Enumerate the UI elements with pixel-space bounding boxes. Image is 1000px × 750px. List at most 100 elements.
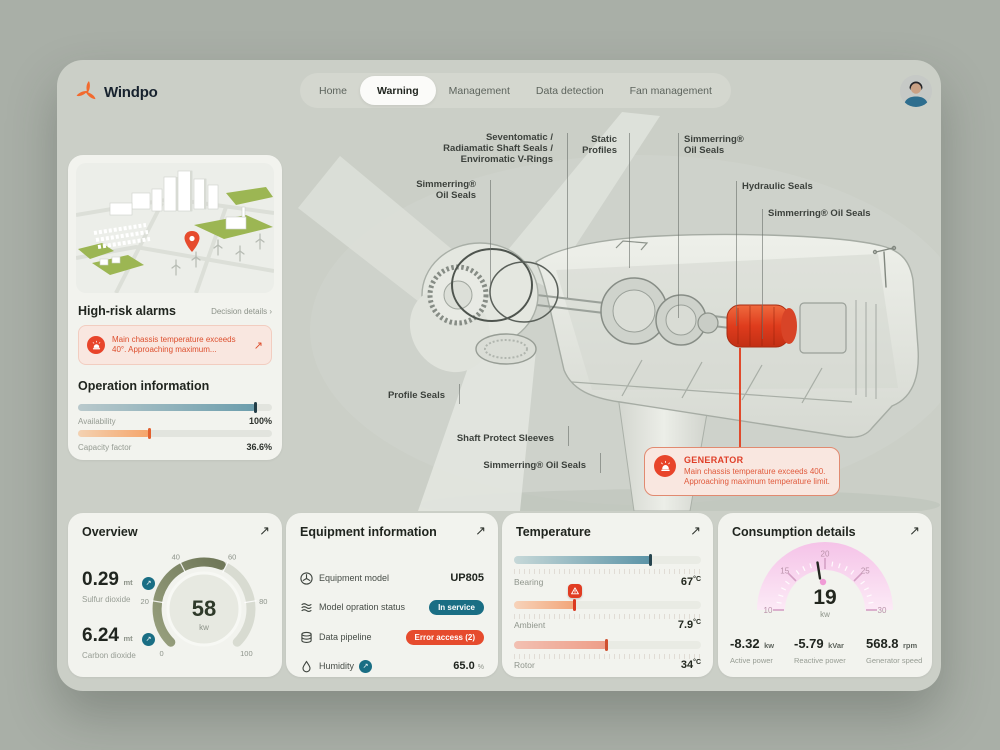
leader-line [762, 209, 763, 339]
svg-text:15: 15 [780, 567, 789, 576]
bearing-bar [514, 554, 701, 566]
leader-line [490, 180, 491, 285]
temperature-card: Temperature ↗ Bearing 67°C [502, 513, 713, 677]
svg-text:19: 19 [813, 586, 836, 609]
leader-line [567, 133, 568, 298]
humidity-row: Humidity ↗ 65.0 % [300, 658, 484, 674]
droplet-icon [302, 660, 311, 672]
svg-text:58: 58 [192, 596, 216, 621]
leader-line [629, 133, 630, 268]
capacity-value: 36.6% [246, 442, 272, 452]
bearing-value: 67°C [680, 576, 701, 588]
label-simmerring-bottom: Simmerring® Oil Seals [483, 460, 586, 471]
leader-line [459, 384, 460, 404]
brand-name: Windpo [104, 83, 158, 101]
leader-line [678, 133, 679, 318]
tab-fan-management[interactable]: Fan management [629, 84, 712, 97]
capacity-label: Capacity factor [78, 443, 132, 452]
carbon-label: Carbon dioxide [82, 651, 136, 660]
label-shaft-protect-sleeves: Shaft Protect Sleeves [456, 433, 554, 444]
ambient-value: 7.9°C [677, 619, 701, 631]
ambient-bar [514, 599, 701, 611]
leader-line [736, 181, 737, 326]
equipment-expand-arrow[interactable]: ↗ [475, 523, 486, 538]
reactive-power-stat: -5.79 kVar Reactive power [794, 636, 846, 665]
callout-title: GENERATOR [684, 455, 744, 465]
tab-data-detection[interactable]: Data detection [535, 84, 604, 97]
bearing-ticks [514, 569, 701, 574]
svg-text:60: 60 [228, 553, 236, 562]
rotor-ticks [514, 654, 701, 659]
consumption-expand-arrow[interactable]: ↗ [909, 523, 920, 538]
ambient-label: Ambient [514, 620, 546, 630]
rotor-label: Rotor [514, 660, 535, 670]
in-service-badge[interactable]: In service [429, 599, 484, 615]
svg-text:25: 25 [861, 567, 870, 576]
label-hydraulic-seals: Hydraulic Seals [742, 181, 813, 192]
tab-warning[interactable]: Warning [360, 76, 436, 105]
generator-speed-stat: 568.8 rpm Generator speed [866, 636, 923, 665]
user-avatar[interactable] [900, 75, 932, 107]
tab-management[interactable]: Management [448, 84, 510, 97]
label-profile-seals: Profile Seals [387, 390, 445, 401]
equipment-card: Equipment information ↗ Equipment model … [286, 513, 498, 677]
power-gauge: 58 kw 0 20 40 60 80 100 [141, 553, 268, 659]
temperature-warning-icon[interactable] [568, 584, 582, 598]
label-shaft-seals: Seventomatic / Radiamatic Shaft Seals / … [443, 132, 553, 165]
alert-open-arrow[interactable]: ↗ [253, 339, 263, 352]
svg-text:30: 30 [878, 606, 887, 615]
temperature-expand-arrow[interactable]: ↗ [690, 523, 701, 538]
callout-line2: Approaching maximum temperature limit. [684, 477, 830, 486]
turbine-illustration [298, 112, 970, 521]
sulfur-stat: 0.29 mt ↗ [82, 569, 156, 591]
wind-farm-map[interactable] [76, 163, 274, 293]
overview-card: Overview ↗ 0.29 mt ↗ Sulfur dioxide 6.24… [68, 513, 282, 677]
availability-label: Availability [78, 417, 116, 426]
callout-line1: Main chassis temperature exceeds 400. [684, 466, 826, 476]
operation-status-row: Model opration status In service [300, 599, 484, 615]
gauge-needle [816, 561, 822, 580]
main-nav: Home Warning Management Data detection F… [300, 73, 731, 108]
dashboard-panel: Windpo Home Warning Management Data dete… [57, 60, 970, 691]
leader-line [600, 453, 601, 473]
svg-text:100: 100 [240, 649, 253, 658]
equipment-model-row: Equipment model UP805 [300, 570, 484, 586]
availability-value: 100% [248, 416, 272, 426]
bearing-label: Bearing [514, 577, 544, 587]
trend-arrow-badge[interactable]: ↗ [142, 632, 156, 646]
turbine-logo-icon [76, 81, 96, 100]
siren-icon [654, 455, 676, 477]
availability-bar [78, 402, 272, 413]
carbon-stat: 6.24 mt ↗ [82, 625, 156, 647]
capacity-bar [78, 428, 272, 439]
error-access-badge[interactable]: Error access (2) [405, 629, 484, 645]
fan-layers-icon [301, 602, 312, 612]
svg-text:80: 80 [259, 597, 267, 606]
svg-text:40: 40 [172, 553, 180, 562]
siren-icon [87, 336, 105, 354]
avatar-image [900, 75, 932, 107]
leader-line [568, 426, 569, 446]
turbine-icon [300, 571, 313, 585]
rotor-bar [514, 639, 701, 651]
svg-text:0: 0 [160, 649, 164, 658]
operation-title: Operation information [78, 379, 210, 393]
label-simmerring-left: Simmerring® Oil Seals [416, 179, 476, 201]
brand-logo[interactable]: Windpo [75, 80, 158, 104]
svg-text:20: 20 [141, 597, 149, 606]
chevron-right-icon: › [269, 307, 272, 316]
tab-home[interactable]: Home [319, 84, 348, 97]
label-simmerring-top: Simmerring® Oil Seals [684, 134, 744, 156]
alert-text: Main chassis temperature exceeds 40°. Ap… [112, 335, 236, 354]
high-risk-alert[interactable]: Main chassis temperature exceeds 40°. Ap… [78, 325, 272, 365]
overview-expand-arrow[interactable]: ↗ [259, 523, 270, 538]
consumption-card: Consumption details ↗ [718, 513, 932, 677]
trend-arrow-badge[interactable]: ↗ [142, 576, 156, 590]
decision-details-link[interactable]: Decision details › [211, 307, 272, 316]
generator-alert-callout[interactable]: GENERATOR Main chassis temperature excee… [644, 447, 840, 496]
data-pipeline-row: Data pipeline Error access (2) [300, 629, 484, 645]
rotor-value: 34°C [680, 659, 701, 671]
alarms-title: High-risk alarms [78, 304, 176, 318]
trend-arrow-badge[interactable]: ↗ [359, 659, 373, 673]
